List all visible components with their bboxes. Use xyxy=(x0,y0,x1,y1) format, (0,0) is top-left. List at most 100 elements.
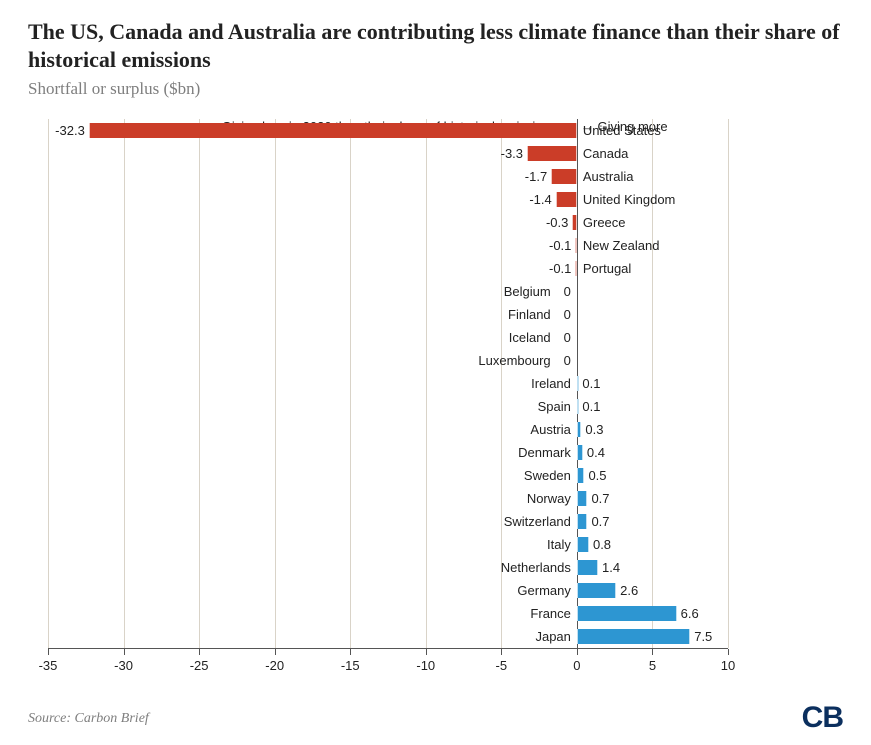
bar xyxy=(575,261,577,276)
bar-row: 1.4 Netherlands xyxy=(48,556,728,579)
country-label: United States xyxy=(583,119,661,142)
tick-mark xyxy=(501,649,502,655)
value-label: 7.5 xyxy=(694,625,712,648)
bar xyxy=(572,215,577,230)
bar-row: -3.3Canada xyxy=(48,142,728,165)
country-label: Denmark xyxy=(518,441,571,464)
country-label: Greece xyxy=(583,211,626,234)
bar xyxy=(577,491,588,506)
source-text: Source: Carbon Brief xyxy=(28,711,149,727)
country-label: Spain xyxy=(538,395,571,418)
bar xyxy=(556,192,577,207)
tick-label: -25 xyxy=(190,658,209,673)
bar-row: 0.7 Switzerland xyxy=(48,510,728,533)
value-label: 0.8 xyxy=(593,533,611,556)
bar-row: -1.4 United Kingdom xyxy=(48,188,728,211)
tick-label: -20 xyxy=(265,658,284,673)
bar-row: Finland 0 xyxy=(48,303,728,326)
value-label: -0.1 xyxy=(549,257,571,280)
country-label: New Zealand xyxy=(583,234,660,257)
chart-subtitle: Shortfall or surplus ($bn) xyxy=(28,79,843,99)
value-label: 0.1 xyxy=(582,372,600,395)
country-label: Finland 0 xyxy=(508,303,571,326)
country-label: Germany xyxy=(517,579,570,602)
bar xyxy=(577,468,585,483)
bar xyxy=(577,399,579,414)
bar xyxy=(577,445,583,460)
tick-label: 10 xyxy=(721,658,735,673)
bar xyxy=(575,238,577,253)
bar-row: 0.7 Norway xyxy=(48,487,728,510)
bar-row: -32.3 United States xyxy=(48,119,728,142)
country-label: Australia xyxy=(583,165,634,188)
country-label: Japan xyxy=(535,625,570,648)
tick-label: -10 xyxy=(416,658,435,673)
bar xyxy=(577,583,616,598)
bar-row: 0.5Sweden xyxy=(48,464,728,487)
bar xyxy=(577,376,579,391)
chart-title: The US, Canada and Australia are contrib… xyxy=(28,18,843,73)
tick-mark xyxy=(652,649,653,655)
bar xyxy=(577,537,589,552)
value-label: 0.5 xyxy=(588,464,606,487)
bar-row: -0.3 Greece xyxy=(48,211,728,234)
bar xyxy=(577,629,690,644)
value-label: -0.1 xyxy=(549,234,571,257)
bar xyxy=(551,169,577,184)
country-label: France xyxy=(530,602,570,625)
value-label: -32.3 xyxy=(55,119,85,142)
bar-row: Luxembourg 0 xyxy=(48,349,728,372)
tick-mark xyxy=(275,649,276,655)
tick-mark xyxy=(199,649,200,655)
bar xyxy=(527,146,577,161)
country-label: United Kingdom xyxy=(583,188,676,211)
value-label: 0.4 xyxy=(587,441,605,464)
country-label: Canada xyxy=(583,142,629,165)
bar-row: 0.8Italy xyxy=(48,533,728,556)
bar-row: Iceland 0 xyxy=(48,326,728,349)
country-label: Luxembourg 0 xyxy=(478,349,571,372)
value-label: -0.3 xyxy=(546,211,568,234)
value-label: -1.4 xyxy=(529,188,551,211)
value-label: 0.7 xyxy=(591,487,609,510)
country-label: Portugal xyxy=(583,257,631,280)
country-label: Netherlands xyxy=(501,556,571,579)
bar xyxy=(577,560,598,575)
bar-row: 7.5 Japan xyxy=(48,625,728,648)
tick-mark xyxy=(350,649,351,655)
bar xyxy=(577,422,582,437)
bar-row: 0.3 Austria xyxy=(48,418,728,441)
tick-mark xyxy=(426,649,427,655)
chart: Giving less in 2020 than their share of … xyxy=(48,119,728,674)
bar-row: -0.1 Portugal xyxy=(48,257,728,280)
country-label: Austria xyxy=(530,418,570,441)
plot-area: -32.3 United States-3.3Canada-1.7 Australi… xyxy=(48,119,728,648)
bar-row: -0.1 New Zealand xyxy=(48,234,728,257)
value-label: 0.7 xyxy=(591,510,609,533)
bars-container: -32.3 United States-3.3Canada-1.7 Australi… xyxy=(48,119,728,648)
country-label: Iceland 0 xyxy=(509,326,571,349)
bar-row: 2.6 Germany xyxy=(48,579,728,602)
tick-label: -30 xyxy=(114,658,133,673)
tick-label: -5 xyxy=(496,658,508,673)
page: The US, Canada and Australia are contrib… xyxy=(0,0,871,745)
bar-row: 0.1 Spain xyxy=(48,395,728,418)
country-label: Norway xyxy=(527,487,571,510)
tick-mark xyxy=(124,649,125,655)
value-label: 0.3 xyxy=(585,418,603,441)
tick-mark xyxy=(48,649,49,655)
tick-mark xyxy=(728,649,729,655)
logo-cb: CB xyxy=(802,701,843,735)
value-label: 2.6 xyxy=(620,579,638,602)
tick-label: 5 xyxy=(649,658,656,673)
bar xyxy=(577,606,677,621)
bar-row: 0.4 Denmark xyxy=(48,441,728,464)
tick-mark xyxy=(577,649,578,655)
country-label: Switzerland xyxy=(504,510,571,533)
value-label: 1.4 xyxy=(602,556,620,579)
value-label: 0.1 xyxy=(582,395,600,418)
bar xyxy=(577,514,588,529)
value-label: -1.7 xyxy=(525,165,547,188)
bar-row: -1.7 Australia xyxy=(48,165,728,188)
tick-label: -15 xyxy=(341,658,360,673)
